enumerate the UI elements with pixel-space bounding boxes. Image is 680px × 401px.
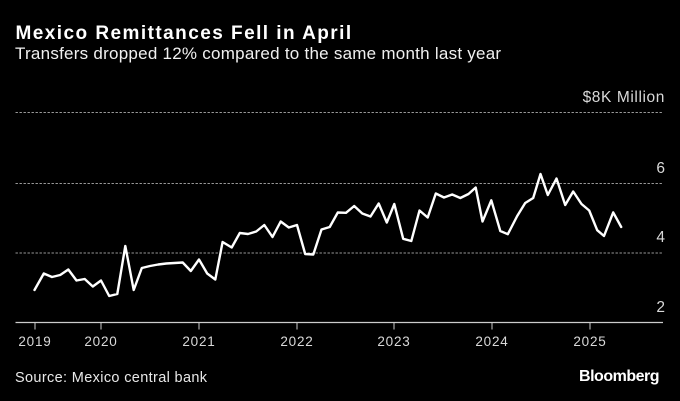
svg-text:2021: 2021 <box>182 334 215 349</box>
svg-text:6: 6 <box>656 160 665 177</box>
svg-text:4: 4 <box>656 229 665 246</box>
svg-text:Transfers dropped 12% compared: Transfers dropped 12% compared to the sa… <box>15 44 501 63</box>
svg-text:2019: 2019 <box>18 334 51 349</box>
svg-text:2: 2 <box>656 299 665 316</box>
svg-text:Source: Mexico central bank: Source: Mexico central bank <box>15 370 208 386</box>
svg-text:Mexico Remittances Fell in Apr: Mexico Remittances Fell in April <box>16 23 353 44</box>
svg-text:2025: 2025 <box>573 334 606 349</box>
svg-text:$8K Million: $8K Million <box>583 89 665 106</box>
svg-text:Bloomberg: Bloomberg <box>579 368 659 385</box>
svg-text:2024: 2024 <box>475 334 508 349</box>
svg-text:2023: 2023 <box>377 334 410 349</box>
svg-text:2022: 2022 <box>280 334 313 349</box>
svg-text:2020: 2020 <box>84 334 117 349</box>
